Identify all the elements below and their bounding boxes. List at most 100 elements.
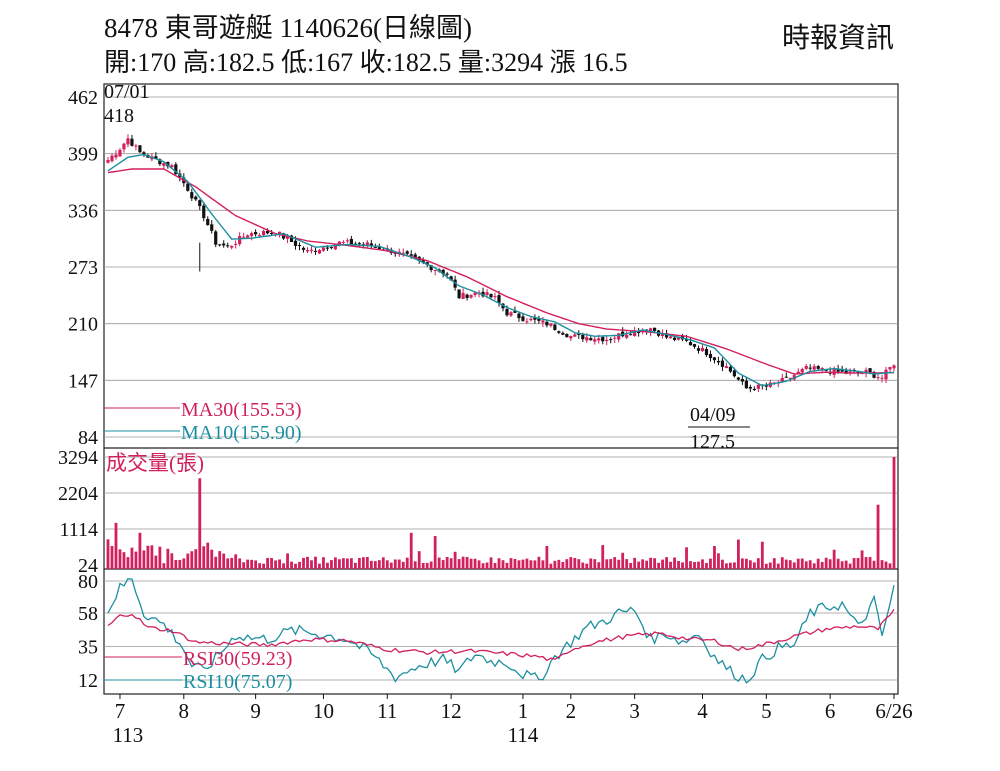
candle-body [485, 292, 489, 295]
candle-body [728, 366, 733, 372]
price-tick-label: 273 [68, 257, 98, 279]
volume-bar [593, 559, 597, 569]
candle-body [780, 377, 784, 382]
volume-bar [473, 558, 477, 569]
price-tick-label: 210 [68, 314, 98, 336]
candle-body [465, 294, 469, 298]
volume-bar [242, 562, 246, 569]
volume-bar [178, 559, 182, 569]
candle-body [481, 291, 485, 297]
volume-bar [744, 558, 748, 569]
volume-bar [860, 550, 864, 569]
candle-body [720, 360, 725, 367]
volume-bar [469, 558, 473, 569]
candle-body [333, 244, 338, 250]
candle-body [202, 205, 206, 219]
candle-body [525, 321, 529, 323]
candle-body [353, 243, 357, 245]
volume-bar [401, 561, 405, 569]
volume-bar [601, 545, 605, 569]
volume-bar [729, 562, 732, 569]
volume-bar [649, 557, 653, 569]
volume-bar [613, 557, 617, 569]
candle-body [808, 367, 812, 369]
candle-body [784, 376, 788, 378]
volume-bar [796, 558, 800, 569]
candle-body [158, 159, 162, 165]
candle-body [664, 333, 669, 338]
candle-body [262, 230, 266, 236]
candle-body [696, 348, 701, 351]
price-tick-label: 147 [68, 370, 98, 392]
volume-bar [294, 563, 297, 569]
candle-body [573, 334, 577, 337]
candle-body [469, 294, 473, 298]
candle-body [684, 338, 689, 341]
volume-bar [206, 542, 210, 569]
candle-body [461, 292, 465, 299]
x-tick-label: 11 [377, 699, 397, 723]
volume-bar [713, 545, 716, 569]
candle-body [589, 338, 593, 341]
volume-tick-label: 24 [78, 555, 98, 577]
candle-body [820, 368, 824, 370]
volume-bar [226, 558, 230, 569]
candle-body [593, 339, 597, 342]
price-tick-label: 336 [68, 200, 98, 222]
candle-body [756, 384, 760, 389]
volume-bar [764, 563, 768, 569]
volume-bar [876, 504, 880, 569]
volume-bar [541, 560, 545, 569]
volume-bar [717, 553, 720, 569]
candle-body [365, 242, 369, 247]
volume-tick-label: 1114 [59, 519, 98, 541]
candle-body [617, 333, 621, 340]
volume-bar [736, 539, 740, 569]
volume-bar [792, 562, 796, 569]
candle-body [601, 336, 605, 342]
candle-body [692, 344, 697, 347]
volume-bar [210, 549, 214, 569]
volume-bar [756, 558, 760, 569]
candle-body [840, 369, 844, 372]
high-date-annotation: 07/01 [104, 81, 150, 103]
volume-bar [856, 557, 860, 569]
candle-body [277, 231, 282, 235]
volume-bar [122, 552, 126, 569]
candle-body [565, 334, 569, 338]
candle-body [660, 333, 665, 337]
candle-body [301, 247, 306, 250]
candle-body [505, 309, 509, 316]
volume-bar [529, 560, 533, 569]
volume-bar [170, 553, 174, 569]
candle-body [653, 327, 657, 331]
candle-body [114, 154, 118, 158]
candle-body [349, 238, 353, 245]
volume-bar [812, 563, 816, 569]
volume-bar [621, 552, 625, 569]
candle-body [724, 366, 729, 369]
volume-bar [441, 560, 445, 569]
volume-bar [565, 559, 569, 569]
x-tick-label: 7 [115, 699, 126, 723]
volume-bar [725, 563, 728, 569]
candle-body [513, 310, 517, 313]
volume-bar [174, 559, 178, 569]
volume-bar [657, 562, 660, 569]
year-label: 114 [508, 723, 539, 747]
volume-bar [553, 560, 557, 569]
volume-bar [238, 558, 242, 569]
volume-bar [453, 551, 457, 569]
candle-body [190, 192, 194, 199]
volume-bar [733, 562, 736, 569]
volume-bar [673, 557, 676, 569]
volume-bars [106, 457, 896, 569]
volume-bar [585, 563, 589, 569]
year-label: 113 [113, 723, 144, 747]
candle-body [649, 328, 653, 333]
candle-body [357, 243, 361, 245]
volume-bar [477, 560, 481, 569]
candle-body [864, 369, 868, 374]
volume-bar [126, 557, 130, 569]
volume-bar [772, 558, 776, 569]
